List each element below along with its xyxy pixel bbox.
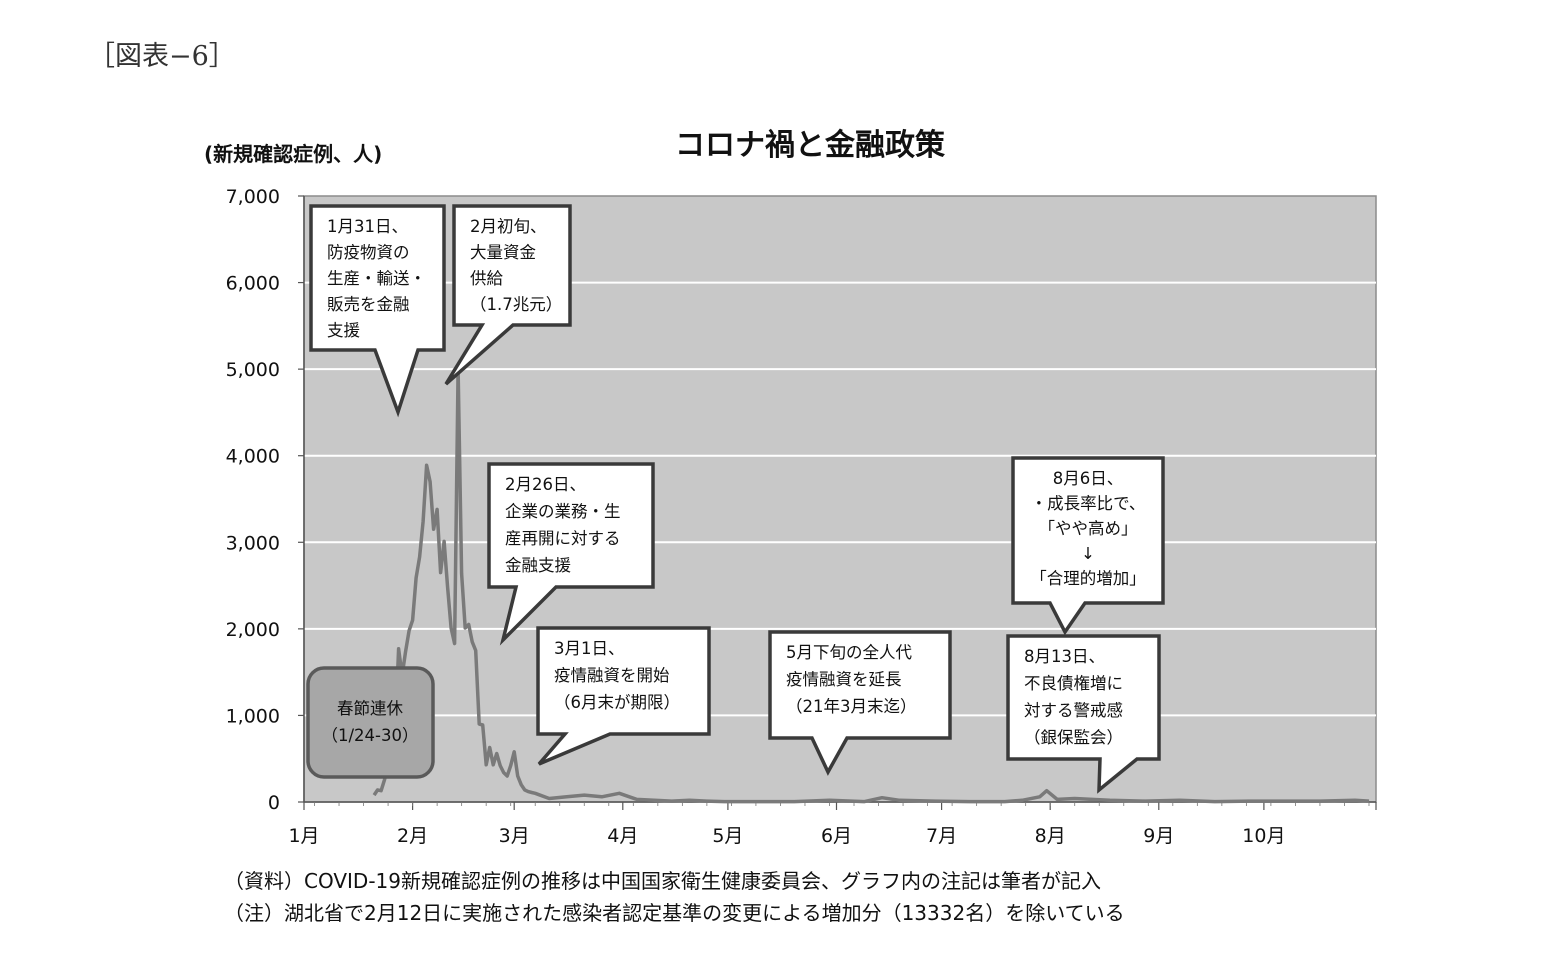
- callout-box: [487, 462, 655, 646]
- callout-text-line: 産再開に対する: [505, 529, 621, 548]
- source-note: （資料）COVID-19新規確認症例の推移は中国国家衛生健康委員会、グラフ内の注…: [224, 869, 1102, 893]
- callout-text-line: （21年3月末迄）: [786, 697, 917, 716]
- callout-text-line: 対する警戒感: [1024, 701, 1123, 720]
- spring-festival-text: （1/24-30）: [321, 726, 418, 745]
- y-tick-label: 6,000: [226, 273, 280, 295]
- y-tick-label: 5,000: [226, 359, 280, 381]
- callout-text-line: 支援: [327, 321, 360, 340]
- y-tick-label: 1,000: [226, 705, 280, 727]
- callout-text-line: 「合理的増加」: [1030, 569, 1146, 588]
- callout-text-line: （6月末が期限）: [554, 693, 680, 712]
- y-axis-unit-label: (新規確認症例、人): [204, 142, 383, 166]
- x-tick-label: 4月: [607, 825, 638, 847]
- callout-text-line: 大量資金: [470, 243, 537, 262]
- callout-text-line: 企業の業務・生: [505, 502, 621, 521]
- callout-text-line: 供給: [470, 269, 504, 288]
- x-tick-label: 10月: [1242, 825, 1285, 847]
- x-tick-label: 3月: [499, 825, 530, 847]
- source-notes: （資料）COVID-19新規確認症例の推移は中国国家衛生健康委員会、グラフ内の注…: [224, 865, 1125, 929]
- callout-text-line: 不良債権増に: [1024, 674, 1123, 693]
- y-tick-label: 4,000: [226, 446, 280, 468]
- spring-festival-box: [306, 666, 435, 779]
- x-tick-label: 9月: [1143, 825, 1174, 847]
- x-tick-label: 7月: [926, 825, 957, 847]
- callout-text-line: 2月26日、: [505, 475, 586, 494]
- callout-text-line: 3月1日、: [554, 639, 625, 658]
- callout-text-line: ・成長率比で、: [1031, 494, 1146, 513]
- callout-box: [768, 630, 952, 776]
- callout-text-line: 2月初旬、: [470, 217, 547, 236]
- exclusion-note: （注）湖北省で2月12日に実施された感染者認定基準の変更による増加分（13332…: [224, 901, 1125, 925]
- y-tick-label: 7,000: [226, 186, 280, 208]
- callout-text-line: 「やや高め」: [1039, 519, 1138, 538]
- x-tick-label: 1月: [288, 825, 319, 847]
- callout-box: [309, 204, 446, 418]
- callout-box: [1006, 634, 1161, 794]
- figure-label: ［図表−6］: [88, 41, 236, 72]
- x-tick-label: 2月: [397, 825, 428, 847]
- y-tick-label: 0: [268, 792, 280, 814]
- callout-text-line: （1.7兆元）: [470, 295, 562, 314]
- x-tick-label: 8月: [1035, 825, 1066, 847]
- callout-text-line: 8月13日、: [1024, 647, 1105, 666]
- callout-text-line: 1月31日、: [327, 217, 408, 236]
- callout-text-line: 疫情融資を開始: [554, 666, 670, 685]
- callout-text-line: 防疫物資の: [327, 243, 410, 262]
- callout-box: [444, 204, 572, 386]
- callout-text-line: ↓: [1081, 544, 1095, 563]
- x-tick-label: 6月: [821, 825, 852, 847]
- y-tick-label: 3,000: [226, 532, 280, 554]
- y-tick-label: 2,000: [226, 619, 280, 641]
- series-line: [372, 367, 1370, 804]
- callout-text-line: 8月6日、: [1053, 469, 1124, 488]
- x-tick-label: 5月: [712, 825, 743, 847]
- callout-text-line: 金融支援: [505, 556, 571, 575]
- callout-box: [1011, 456, 1165, 636]
- callout-text-line: 5月下旬の全人代: [786, 643, 912, 662]
- callout-text-line: 生産・輸送・: [327, 269, 426, 288]
- callout-text-line: （銀保監会）: [1024, 728, 1123, 747]
- callout-text-line: 疫情融資を延長: [786, 670, 902, 689]
- callout-box: [536, 626, 711, 766]
- callout-text-line: 販売を金融: [327, 295, 410, 314]
- spring-festival-text: 春節連休: [337, 699, 404, 718]
- chart-title: コロナ禍と金融政策: [675, 128, 945, 163]
